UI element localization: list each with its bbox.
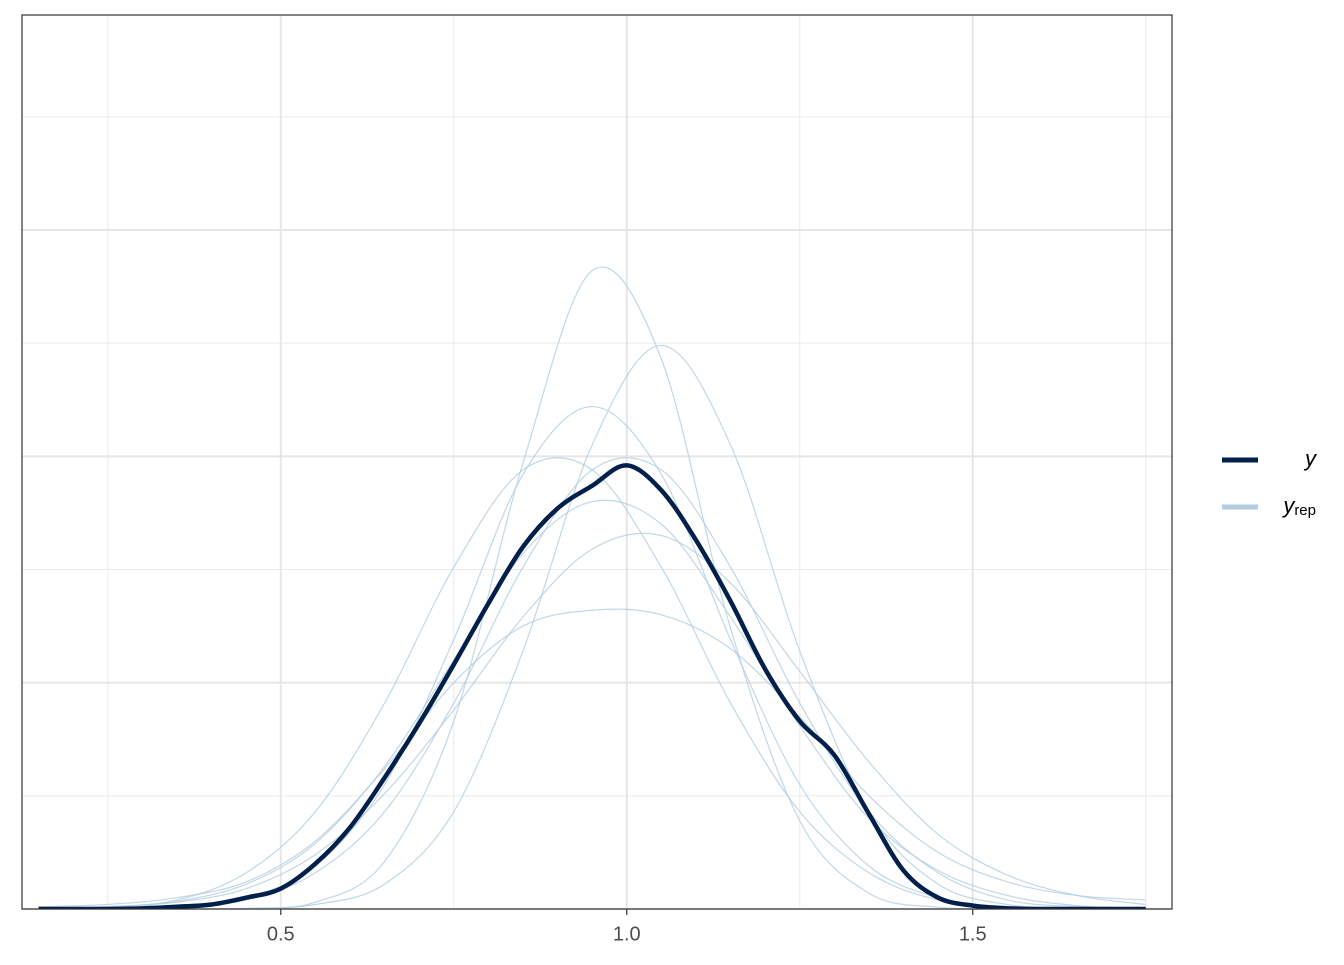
replicate-density <box>38 532 1146 909</box>
x-tick-label: 1.5 <box>959 923 987 945</box>
observed-density <box>38 463 1146 909</box>
x-tick-label: 0.5 <box>267 923 295 945</box>
axes: 0.5 1.0 1.5 <box>267 909 987 945</box>
replicate-density <box>38 344 1146 909</box>
grid <box>22 15 1172 910</box>
panel-border <box>21 14 1173 910</box>
legend-label: yrep <box>1281 493 1316 519</box>
legend: y yrep <box>1222 446 1318 519</box>
replicate-density <box>38 499 1146 909</box>
legend-label: y <box>1303 446 1318 471</box>
x-tick-label: 1.0 <box>613 923 641 945</box>
curves <box>38 266 1146 909</box>
plot-panel <box>22 15 1172 909</box>
replicate-density <box>38 608 1146 908</box>
